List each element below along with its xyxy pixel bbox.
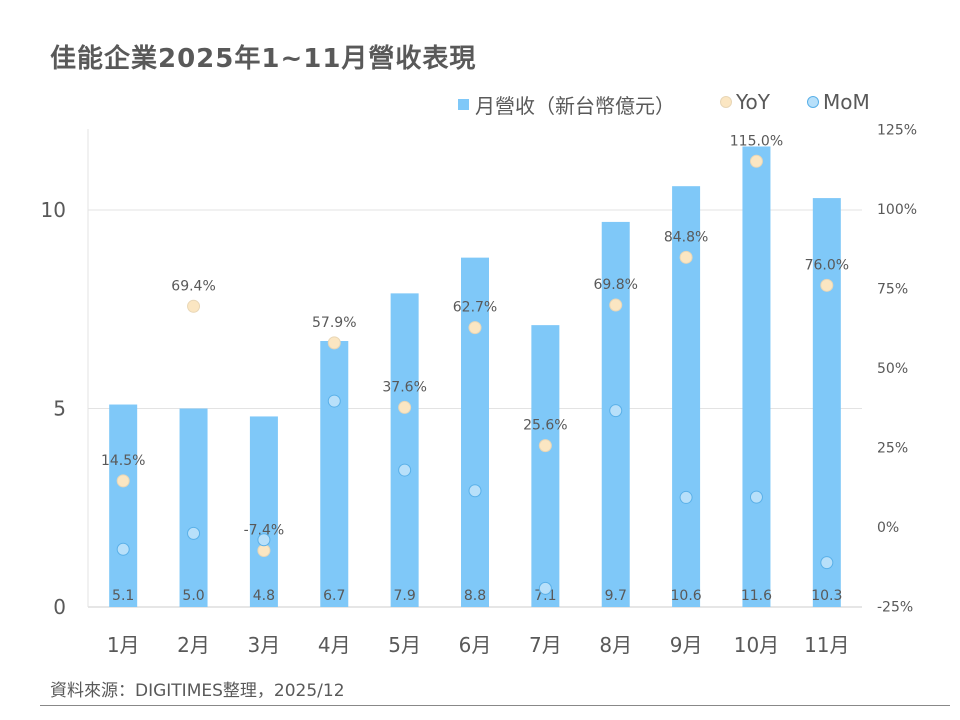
mom-point — [679, 490, 693, 504]
yoy-point — [820, 278, 834, 292]
mom-point — [327, 394, 341, 408]
mom-point — [398, 463, 412, 477]
bar-value-label: 10.6 — [671, 588, 702, 604]
bar-value-label: 7.9 — [394, 588, 416, 604]
yoy-data-label: 62.7% — [453, 300, 497, 316]
legend-bar-swatch — [458, 99, 469, 110]
yoy-data-label: 69.4% — [171, 278, 215, 294]
x-tick-label: 8月 — [599, 633, 632, 657]
bar — [390, 293, 419, 607]
bar — [742, 146, 771, 608]
mom-point — [749, 490, 763, 504]
bar — [179, 408, 208, 607]
mom-point — [257, 533, 271, 547]
yoy-data-label: 37.6% — [382, 379, 426, 395]
bar — [531, 325, 560, 607]
bar-value-label: 6.7 — [323, 588, 345, 604]
legend-revenue: 月營收（新台幣億元） — [458, 90, 675, 119]
mom-point — [116, 542, 130, 556]
yoy-data-label: 69.8% — [593, 277, 637, 293]
right-tick-label: 50% — [877, 361, 908, 377]
source-note: 資料來源：DIGITIMES整理，2025/12 — [50, 681, 345, 701]
yoy-point — [749, 154, 763, 168]
right-tick-label: 75% — [877, 282, 908, 298]
yoy-data-label: 14.5% — [101, 453, 145, 469]
yoy-point — [187, 299, 201, 313]
divider — [40, 705, 950, 706]
x-tick-label: 7月 — [529, 633, 562, 657]
bar-value-label: 10.3 — [811, 588, 842, 604]
yoy-data-label: 25.6% — [523, 418, 567, 434]
x-tick-label: 2月 — [177, 633, 210, 657]
right-tick-label: 25% — [877, 441, 908, 457]
bar-value-label: 9.7 — [605, 588, 627, 604]
right-tick-label: 100% — [877, 202, 917, 218]
legend-yoy: YoY — [720, 90, 770, 114]
right-tick-label: -25% — [877, 600, 913, 616]
bar — [249, 416, 278, 607]
yoy-data-label: 84.8% — [664, 229, 708, 245]
yoy-data-label: 76.0% — [805, 257, 849, 273]
yoy-data-label: 57.9% — [312, 315, 356, 331]
x-tick-label: 11月 — [804, 633, 849, 657]
mom-point — [820, 556, 834, 570]
bar — [109, 404, 138, 607]
left-tick-label: 0 — [53, 595, 66, 619]
mom-point — [609, 404, 623, 418]
legend-label: 月營收（新台幣億元） — [475, 94, 675, 118]
bar — [672, 186, 701, 607]
yoy-point — [398, 400, 412, 414]
mom-point — [468, 484, 482, 498]
x-tick-label: 5月 — [388, 633, 421, 657]
mom-point — [538, 581, 552, 595]
x-tick-label: 6月 — [459, 633, 492, 657]
legend-label: YoY — [736, 90, 771, 114]
yoy-point — [609, 298, 623, 312]
bar-value-label: 11.6 — [741, 588, 772, 604]
x-tick-label: 3月 — [248, 633, 281, 657]
bar-value-label: 5.1 — [112, 588, 134, 604]
yoy-point — [538, 439, 552, 453]
yoy-data-label: -7.4% — [244, 523, 285, 539]
legend-mom: MoM — [807, 90, 870, 114]
bar — [812, 198, 841, 607]
yoy-point — [257, 544, 271, 558]
x-tick-label: 10月 — [734, 633, 779, 657]
left-tick-label: 5 — [53, 397, 66, 421]
left-tick-label: 10 — [41, 198, 66, 222]
legend-mom-marker — [807, 96, 819, 108]
bar-value-label: 7.1 — [534, 588, 556, 604]
chart-title: 佳能企業2025年1~11月營收表現 — [50, 44, 477, 74]
yoy-point — [327, 336, 341, 350]
bar-value-label: 5.0 — [182, 588, 204, 604]
right-tick-label: 0% — [877, 520, 899, 536]
bar-value-label: 4.8 — [253, 588, 275, 604]
bar-value-label: 8.8 — [464, 588, 486, 604]
x-tick-label: 9月 — [670, 633, 703, 657]
bar — [320, 341, 349, 607]
x-tick-label: 1月 — [107, 633, 140, 657]
yoy-point — [468, 321, 482, 335]
mom-point — [187, 526, 201, 540]
legend-label: MoM — [823, 90, 870, 114]
right-tick-label: 125% — [877, 123, 917, 139]
yoy-point — [116, 474, 130, 488]
x-tick-label: 4月 — [318, 633, 351, 657]
legend-yoy-marker — [720, 96, 732, 108]
yoy-point — [679, 250, 693, 264]
yoy-data-label: 115.0% — [730, 133, 783, 149]
bar — [461, 257, 489, 607]
